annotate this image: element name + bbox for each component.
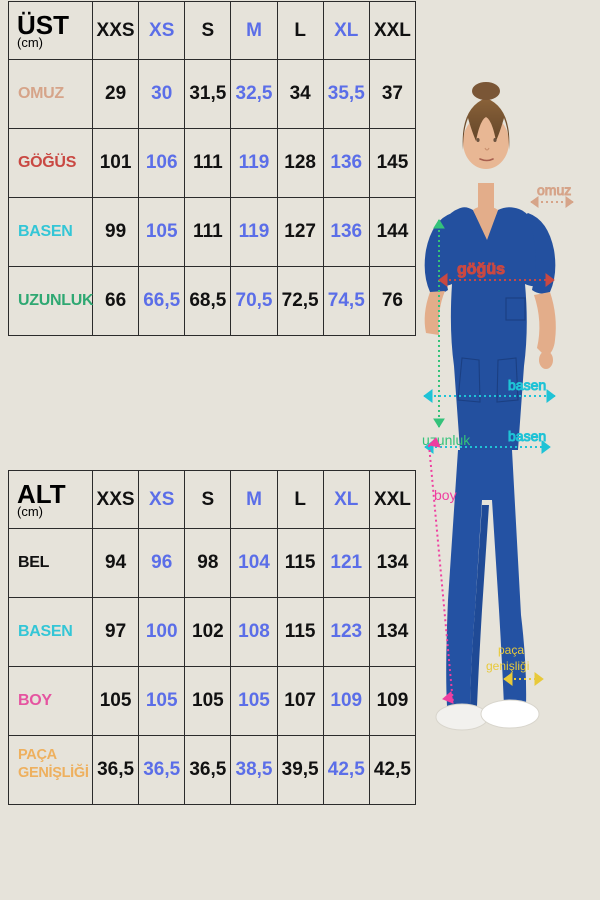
svg-text:paça: paça xyxy=(498,643,524,657)
svg-text:göğüs: göğüs xyxy=(457,261,505,278)
svg-text:boy: boy xyxy=(434,487,457,503)
svg-text:basen: basen xyxy=(508,377,546,393)
svg-text:basen: basen xyxy=(508,428,546,444)
svg-text:omuz: omuz xyxy=(537,182,571,198)
svg-text:genişliği: genişliği xyxy=(486,659,529,673)
